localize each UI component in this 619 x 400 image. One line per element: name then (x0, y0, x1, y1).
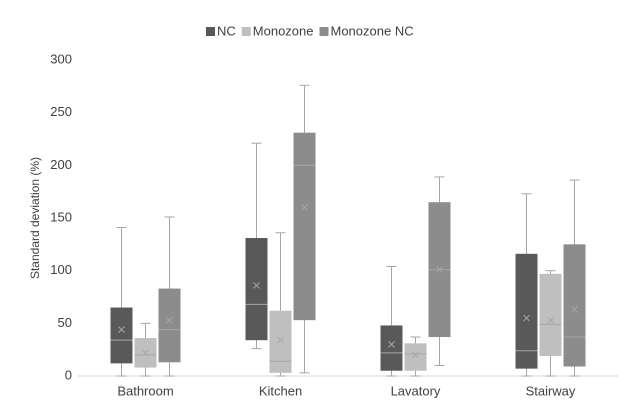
legend-label: Monozone (253, 23, 314, 38)
y-axis-label: Standard deviation (%) (28, 157, 42, 279)
box (110, 307, 133, 364)
x-tick-label: Kitchen (259, 383, 302, 398)
y-tick-label: 300 (50, 51, 72, 66)
mean-marker (436, 266, 443, 273)
mean-marker (523, 314, 530, 322)
mean-marker (412, 351, 419, 359)
mean-marker (571, 306, 578, 313)
mean-marker (142, 349, 149, 357)
box (245, 238, 268, 341)
box (404, 343, 427, 371)
mean-marker (547, 316, 554, 324)
mean-marker (118, 326, 125, 334)
mean-marker (388, 341, 395, 348)
y-tick-label: 150 (50, 209, 72, 224)
x-tick-label: Stairway (526, 383, 576, 398)
box (515, 253, 538, 369)
mean-marker (277, 336, 284, 344)
y-tick-label: 50 (58, 315, 72, 330)
legend-swatch (319, 27, 329, 36)
legend-swatch (241, 27, 251, 36)
box (269, 310, 292, 373)
box (158, 288, 181, 363)
box (563, 244, 586, 367)
legend-swatch (206, 27, 215, 36)
y-tick-label: 250 (50, 104, 72, 119)
y-tick-label: 200 (50, 157, 72, 172)
mean-marker (166, 316, 173, 324)
box (380, 325, 403, 371)
x-tick-label: Bathroom (117, 383, 173, 398)
y-tick-label: 0 (65, 367, 72, 382)
mean-marker (253, 282, 260, 289)
y-tick-label: 100 (50, 262, 72, 277)
x-tick-label: Lavatory (391, 383, 441, 398)
mean-marker (301, 204, 308, 211)
box (539, 273, 562, 356)
legend-label: Monozone NC (331, 23, 414, 38)
box (293, 132, 316, 321)
legend-label: NC (217, 23, 236, 38)
